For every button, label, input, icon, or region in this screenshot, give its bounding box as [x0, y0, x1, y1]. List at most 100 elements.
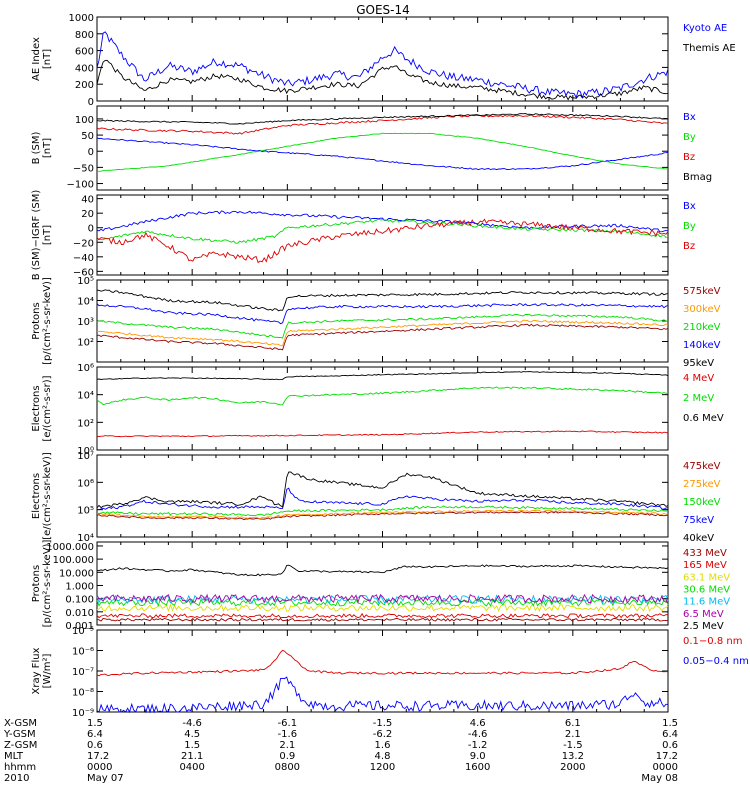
series-line-0-6-mev — [96, 371, 669, 381]
y-tick-label: 0.100 — [65, 595, 94, 606]
x-row-value: 21.1 — [181, 751, 203, 762]
series-line-0-1-0-8-nm — [96, 649, 669, 677]
y-tick-label: 10² — [77, 338, 94, 349]
panel-b_igrf: −60 −40 −20 0 20 40 B (SM)−IGRF (SM) [nT] Bx By Bz — [31, 190, 696, 281]
y-tick-label: 1000.000 — [46, 542, 94, 553]
x-row-value: 0.9 — [279, 751, 295, 762]
y-axis-label: Xray Flux — [31, 647, 42, 694]
series-line-bz — [96, 114, 668, 135]
x-row-value: -4.6 — [182, 718, 202, 729]
series-line-6-5-mev — [96, 593, 669, 604]
series-line-165-mev — [96, 612, 669, 619]
y-axis-label: [p/(cm²-s-sr-keV)] — [42, 277, 53, 365]
x-row-value: 17.2 — [87, 751, 109, 762]
y-tick-label: −60 — [73, 267, 94, 278]
x-row-value: -1.5 — [563, 740, 583, 751]
x-row-value: 0.6 — [87, 740, 103, 751]
x-row-value: 1.6 — [375, 740, 391, 751]
y-tick-label: 10⁶ — [77, 363, 94, 374]
series-line-300kev — [96, 319, 669, 347]
series-line-433-mev — [96, 617, 669, 622]
legend-label: By — [683, 221, 696, 232]
y-tick-label: 400 — [75, 63, 94, 74]
series-line-4-mev — [96, 430, 669, 438]
x-row-value: 2.1 — [279, 740, 295, 751]
y-axis-label: [nT] — [42, 138, 53, 158]
x-row-value: 0800 — [275, 762, 300, 773]
legend-label: Kyoto AE — [683, 23, 727, 34]
y-tick-label: 40 — [81, 195, 94, 206]
y-tick-label: 50 — [81, 131, 94, 142]
legend-label: Bz — [683, 152, 695, 163]
x-row-value: May 08 — [641, 773, 678, 784]
x-row-value: 6.1 — [565, 718, 581, 729]
x-row-value: 6.4 — [87, 729, 103, 740]
y-tick-label: 10⁴ — [77, 391, 94, 402]
legend-label: 0.6 MeV — [683, 413, 724, 424]
legend-label: 433 MeV — [683, 548, 727, 559]
x-row-label: Y-GSM — [3, 729, 36, 740]
x-row-value: -1.6 — [278, 729, 298, 740]
y-axis-label: Electrons — [31, 473, 42, 519]
panel-frame — [96, 541, 669, 626]
x-row-value: 4.8 — [375, 751, 391, 762]
series-line-by — [96, 218, 669, 244]
series-line-275kev — [96, 509, 669, 520]
y-tick-label: 0.001 — [65, 621, 94, 632]
panel-ae: 0 200 400 600 800 1000 AE Index [nT] Kyoto AE The… — [31, 13, 736, 108]
x-row-value: 4.5 — [184, 729, 200, 740]
y-tick-label: 0 — [88, 97, 94, 108]
legend-label: 0.05−0.4 nm — [683, 656, 749, 667]
series-line-40kev — [96, 471, 669, 509]
panel-frame — [96, 629, 669, 713]
y-tick-label: 10⁶ — [77, 478, 94, 489]
y-tick-label: 20 — [81, 209, 94, 220]
legend-label: 6.5 MeV — [683, 609, 724, 620]
panel-frame — [96, 105, 669, 191]
legend-label: 0.1−0.8 nm — [683, 636, 742, 647]
series-line-bx — [96, 137, 669, 171]
legend-label: 2 MeV — [683, 393, 714, 404]
x-row-value: 1600 — [465, 762, 490, 773]
series-line-bmag — [96, 113, 669, 125]
y-tick-label: 0.010 — [65, 608, 94, 619]
series-line-150kev — [96, 505, 669, 517]
x-row-label: MLT — [4, 751, 24, 762]
series-line-0-05-0-4-nm — [96, 676, 669, 714]
series-line-210kev — [96, 313, 669, 339]
panel-electrons_kev: 10⁴ 10⁵ 10⁶ 10⁷ Electrons [e/(cm²-s-sr-keV)] 4… — [31, 451, 721, 544]
legend-label: 63.1 MeV — [683, 572, 730, 583]
legend-label: 475keV — [683, 461, 721, 472]
legend-label: 575keV — [683, 286, 721, 297]
series-line-575kev — [96, 323, 669, 351]
y-tick-label: 10⁻⁷ — [72, 667, 94, 678]
x-row-value: 0000 — [87, 762, 112, 773]
x-row-label: 2010 — [4, 773, 29, 784]
y-tick-label: −50 — [73, 163, 94, 174]
x-row-value: 0400 — [179, 762, 204, 773]
legend-label: 4 MeV — [683, 373, 714, 384]
legend-label: Themis AE — [682, 43, 736, 54]
legend-label: Bz — [683, 241, 695, 252]
y-tick-label: 10⁰ — [77, 446, 94, 457]
y-tick-label: 10⁵ — [77, 506, 94, 517]
y-tick-label: 1000 — [69, 13, 94, 24]
series-line-475kev — [96, 511, 669, 521]
x-row-value: -4.6 — [468, 729, 488, 740]
y-tick-label: −40 — [73, 253, 94, 264]
x-row-value: 1200 — [370, 762, 395, 773]
y-axis-label: [W/m²] — [42, 653, 53, 688]
y-tick-label: 100.000 — [53, 555, 94, 566]
x-row-value: 0000 — [653, 762, 678, 773]
legend-label: By — [683, 132, 696, 143]
legend-label: 165 MeV — [683, 560, 727, 571]
series-line-kyoto-ae — [96, 31, 669, 99]
y-tick-label: 800 — [75, 30, 94, 41]
x-row-label: hhmm — [4, 762, 36, 773]
y-tick-label: 10⁻⁵ — [72, 626, 94, 637]
legend-label: 140keV — [683, 340, 721, 351]
x-row-value: 13.2 — [562, 751, 584, 762]
panel-frame — [96, 454, 669, 538]
legend-label: 30.6 MeV — [683, 585, 730, 596]
